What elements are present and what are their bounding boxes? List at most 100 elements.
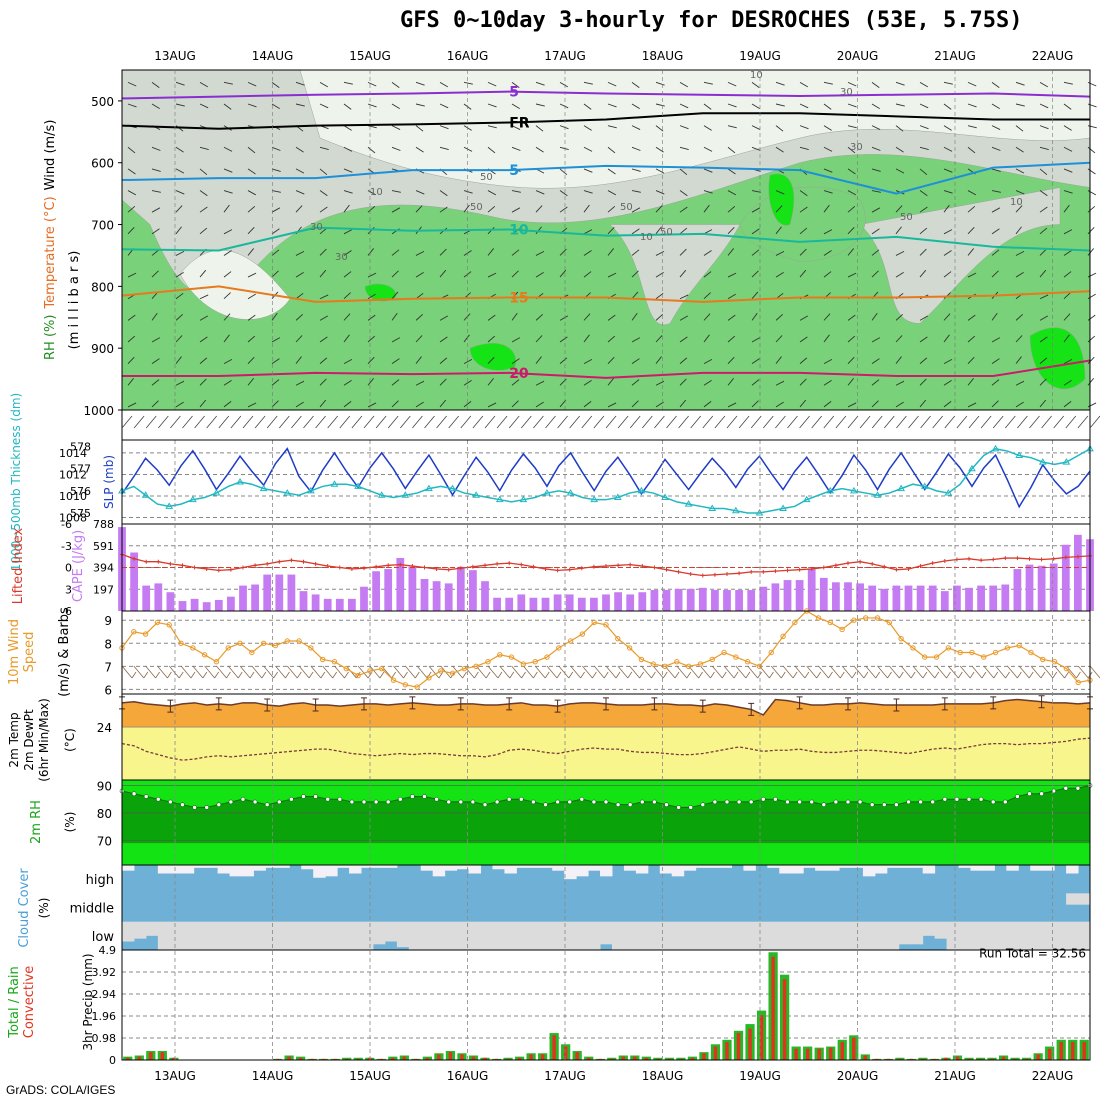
cape-bar: [493, 597, 501, 611]
li-marker: [301, 559, 306, 564]
wind-barb: [535, 401, 544, 408]
li-marker: [991, 557, 996, 562]
wind-barb: [967, 81, 977, 87]
wind-barb: [391, 337, 401, 343]
cloud-clear-high: [492, 865, 505, 870]
temp-contour-label: 5: [509, 85, 519, 101]
wind-marker: [615, 635, 621, 642]
thick-tick-575: 575: [70, 507, 91, 520]
wind-barb: [895, 356, 902, 364]
wind-barb: [391, 125, 401, 130]
wind-barb: [1015, 314, 1023, 321]
temp-label-line: (6hr Min/Max): [37, 698, 51, 782]
wind-barb: [943, 401, 952, 408]
wind-barb: [511, 207, 521, 213]
wind-barb: [535, 314, 543, 321]
cape-bar: [408, 566, 417, 611]
cloud-clear-middle: [1078, 893, 1091, 905]
wind-barb: [247, 205, 256, 213]
cloud-clear-high: [910, 865, 924, 868]
rh2m-unit: (%): [63, 812, 77, 833]
wind-barb: [823, 103, 832, 110]
li-marker: [470, 564, 475, 569]
surface-barb: [775, 415, 786, 429]
wind-marker: [603, 622, 609, 628]
cape-bar: [529, 597, 538, 611]
cloud-clear-low: [803, 921, 816, 950]
cape-bar: [299, 591, 308, 611]
cloud-clear-low: [886, 921, 900, 950]
li-marker: [918, 564, 923, 569]
wind-barb: [847, 335, 856, 343]
wind-marker: [1028, 649, 1034, 656]
wind-barb: [703, 271, 712, 278]
wind-barb: [991, 270, 999, 278]
footer-credit: GrADS: COLA/IGES: [6, 1083, 116, 1097]
wind-barb: [679, 227, 688, 235]
wind-barb: [703, 81, 713, 85]
precip-tick-0.98: 0.98: [92, 1032, 117, 1045]
slp-tick-1010: 1010: [59, 490, 87, 503]
wind-barb: [1015, 146, 1024, 153]
wind-barb: [871, 337, 881, 343]
cloud-clear-low: [492, 921, 505, 950]
wind-barb: [583, 168, 593, 173]
wind-barb: [343, 359, 353, 365]
wind-barb-10m: [239, 665, 255, 679]
precip-convective-bar: [275, 1058, 280, 1060]
thickness-marker: [873, 491, 882, 498]
rh2m-marker: [591, 799, 597, 805]
wind-barb: [535, 250, 545, 256]
precip-convective-bar: [898, 1058, 902, 1060]
rh2m-marker: [1002, 799, 1008, 805]
wind-marker: [874, 615, 881, 621]
wind-barb: [895, 226, 902, 235]
surface-barb: [206, 415, 218, 429]
wind-barb: [319, 146, 329, 151]
wind-barb: [631, 400, 639, 408]
cape-bar: [384, 569, 393, 611]
rh2m-marker: [821, 802, 827, 807]
precip-convective-bar: [863, 1055, 868, 1060]
cloud-clear-high: [361, 865, 374, 868]
li-marker: [858, 559, 863, 564]
surface-barb: [605, 415, 617, 429]
wind-barb: [1063, 190, 1073, 194]
cape-bar: [686, 588, 695, 611]
precip-tick-1.96: 1.96: [92, 1010, 117, 1023]
li-marker: [954, 557, 959, 562]
cloud-clear-low: [432, 921, 446, 950]
precip-convective-bar: [644, 1057, 649, 1060]
cloud-clear-high: [253, 865, 266, 871]
cloud-clear-high: [970, 865, 983, 871]
wind-marker: [685, 663, 692, 670]
li-marker: [1051, 556, 1056, 561]
rh2m-label-line: 2m RH: [29, 800, 44, 844]
precip-convective-bar: [483, 1057, 487, 1060]
rh2m-marker: [688, 805, 694, 810]
li-marker: [591, 564, 596, 569]
rh-contour-label: 50: [470, 202, 483, 213]
temp-tick-24: 24: [97, 721, 112, 735]
rh2m-marker: [567, 799, 573, 805]
cape-bar: [711, 590, 719, 611]
wind-barb-10m: [711, 665, 727, 679]
wind-barb: [847, 81, 857, 87]
wind-barb-10m: [700, 665, 715, 679]
wind-barb: [991, 400, 999, 408]
precip-convective-bar: [886, 1058, 891, 1060]
wind-barb: [343, 334, 350, 343]
wind-barb: [463, 359, 473, 365]
wind-barb-10m: [723, 665, 739, 679]
wind-barb: [943, 359, 953, 365]
surface-barb: [315, 415, 326, 429]
wind-barb-10m: [204, 665, 219, 679]
wind-barb: [319, 357, 328, 364]
wind-barb: [775, 314, 783, 321]
wind-barb: [127, 377, 135, 386]
wind-tick-6: 6: [104, 683, 112, 697]
wind-barb: [799, 269, 807, 278]
wind-barb-10m: [995, 665, 1010, 679]
cloud-clear-low: [1042, 921, 1055, 950]
rh-contour-label: 10: [370, 187, 383, 198]
